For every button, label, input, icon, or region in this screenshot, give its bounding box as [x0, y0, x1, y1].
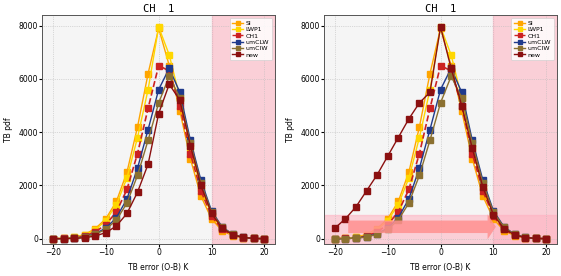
Legend: SI, LWP1, CH1, umCLW, umCIW, new: SI, LWP1, CH1, umCLW, umCIW, new [229, 18, 272, 60]
Title: CH  1: CH 1 [425, 4, 456, 14]
X-axis label: TB error (O-B) K: TB error (O-B) K [410, 263, 471, 272]
Y-axis label: TB pdf: TB pdf [286, 117, 295, 142]
Y-axis label: TB pdf: TB pdf [4, 117, 13, 142]
Title: CH  1: CH 1 [143, 4, 174, 14]
Legend: SI, LWP1, CH1, umCLW, umCIW, new: SI, LWP1, CH1, umCLW, umCIW, new [512, 18, 554, 60]
X-axis label: TB error (O-B) K: TB error (O-B) K [128, 263, 189, 272]
